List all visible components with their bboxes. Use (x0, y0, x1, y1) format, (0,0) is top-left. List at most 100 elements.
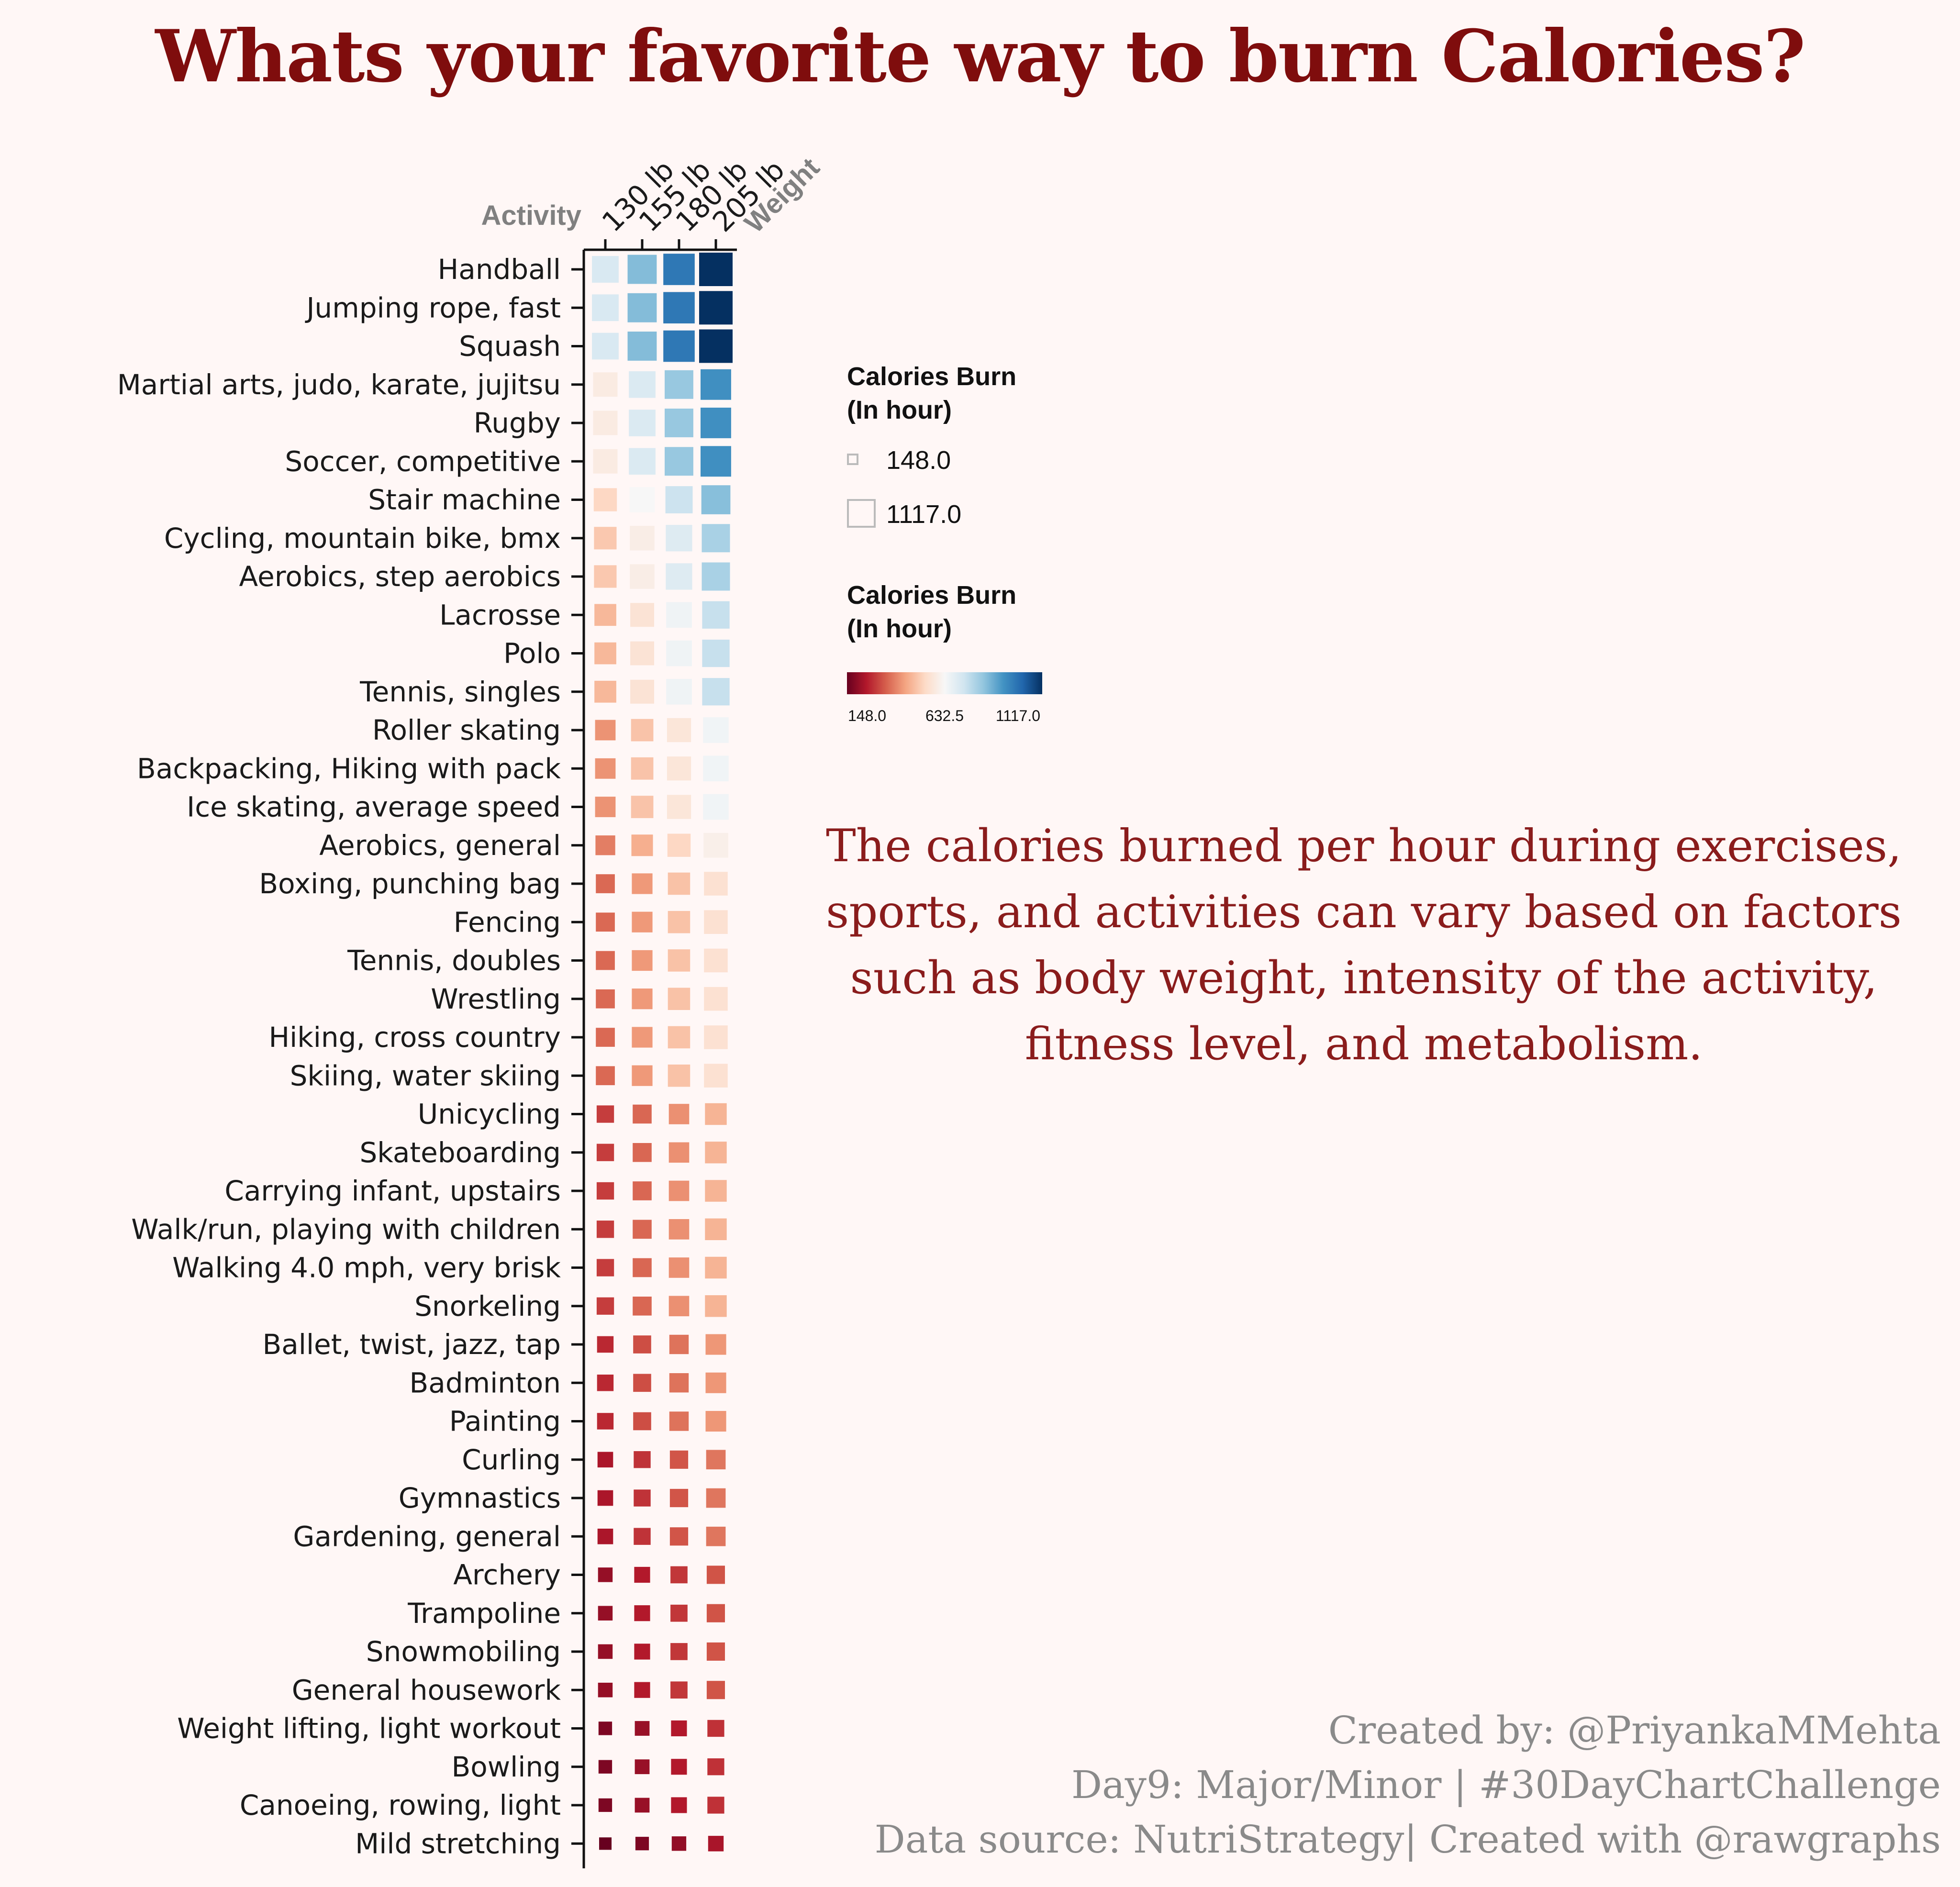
row-label: Wrestling (431, 983, 561, 1015)
row-label: Tennis, singles (359, 676, 561, 708)
row-label: Jumping rope, fast (305, 291, 561, 324)
row-label: Gardening, general (293, 1520, 561, 1553)
heatmap-cell (666, 563, 692, 590)
heatmap-cell (631, 834, 653, 856)
heatmap-cell (668, 1065, 690, 1087)
heatmap-cell (701, 446, 731, 477)
size-legend-min-square (847, 454, 858, 465)
heatmap-cell (706, 1565, 725, 1584)
heatmap-cell (633, 1181, 652, 1200)
row-label: Trampoline (407, 1597, 561, 1630)
heatmap-cell (627, 255, 657, 284)
chart-title: Whats your favorite way to burn Calories… (155, 14, 1806, 99)
heatmap-cell (663, 254, 695, 285)
heatmap-cell (593, 488, 617, 511)
heatmap-cell (707, 1797, 724, 1814)
heatmap-cell (630, 564, 655, 589)
heatmap-cell (666, 602, 692, 628)
heatmap-cell (634, 1489, 651, 1507)
heatmap-cell (699, 291, 733, 325)
row-label: Curling (462, 1443, 561, 1476)
heatmap-cell (594, 680, 616, 703)
color-legend-gradient-bar (847, 672, 1042, 694)
heatmap-cell (704, 872, 728, 896)
heatmap-cell (668, 1257, 690, 1278)
heatmap-cell (596, 989, 615, 1009)
heatmap-cell (629, 371, 656, 398)
heatmap-cell (634, 1566, 650, 1583)
row-label: Lacrosse (439, 599, 561, 631)
heatmap-cell (668, 911, 690, 933)
size-legend-min-label: 148.0 (886, 446, 951, 475)
row-label: Mild stretching (355, 1827, 561, 1860)
heatmap-cell (706, 1642, 725, 1661)
heatmap-cell (670, 1604, 688, 1622)
size-legend-max-label: 1117.0 (886, 500, 961, 529)
row-label: Tennis, doubles (347, 944, 561, 977)
heatmap-cell (630, 603, 654, 627)
heatmap-cell (596, 1066, 615, 1086)
heatmap-cell (598, 1683, 613, 1698)
heatmap-cell (699, 329, 733, 363)
heatmap-cell (635, 1721, 650, 1736)
heatmap-cell (708, 1836, 724, 1852)
heatmap-cell (705, 1103, 727, 1125)
heatmap-cell (596, 1105, 614, 1123)
row-label: Canoeing, rowing, light (240, 1789, 561, 1821)
heatmap-cell (597, 1529, 613, 1544)
heatmap-cell (596, 1297, 614, 1315)
heatmap-cell (632, 988, 653, 1010)
heatmap-cell (704, 948, 728, 973)
heatmap-cell (595, 797, 616, 817)
heatmap-cell (635, 1759, 650, 1775)
heatmap-cell (671, 1836, 687, 1851)
row-label: Walk/run, playing with children (131, 1213, 561, 1245)
row-label: Stair machine (368, 484, 561, 516)
row-label: Boxing, punching bag (259, 867, 561, 900)
heatmap-cell (598, 1760, 612, 1774)
size-legend-title-line1: Calories Burn (847, 362, 1016, 391)
heatmap-cell (597, 1375, 614, 1391)
heatmap-cell (702, 562, 730, 591)
heatmap-cell (703, 794, 729, 820)
row-label: Martial arts, judo, karate, jujitsu (117, 368, 561, 401)
heatmap-cell (669, 1411, 689, 1431)
heatmap-cell (705, 1142, 727, 1164)
heatmap-cell (706, 1526, 726, 1546)
heatmap-cell (663, 330, 695, 362)
heatmap-cell (633, 1258, 652, 1277)
heatmap-cell (705, 1372, 726, 1393)
heatmap-cell (702, 678, 730, 706)
heatmap-cell (670, 1643, 688, 1660)
heatmap-cell (701, 485, 731, 514)
row-label: Ice skating, average speed (187, 791, 561, 823)
heatmap-cell (594, 642, 616, 665)
heatmap-cell (632, 1027, 653, 1048)
heatmap-cell (631, 796, 654, 818)
heatmap-cell (594, 565, 617, 588)
heatmap-cell (633, 1374, 651, 1392)
heatmap-cell (634, 1605, 650, 1621)
heatmap-cell (667, 718, 691, 743)
heatmap-cell (706, 1488, 726, 1508)
heatmap-cell (595, 720, 616, 741)
heatmap-cell (668, 1180, 690, 1201)
heatmap-cell (705, 1295, 727, 1317)
heatmap-cell (593, 411, 618, 435)
size-legend-title-line2: (In hour) (847, 396, 952, 424)
heatmap-cell (667, 795, 691, 819)
heatmap-cell (702, 601, 730, 629)
heatmap-cell (701, 369, 731, 400)
row-label: Handball (438, 253, 561, 286)
heatmap-cell (669, 1334, 689, 1354)
row-label: Painting (449, 1405, 561, 1438)
heatmap-cell (704, 987, 728, 1011)
heatmap-cell (705, 1411, 726, 1432)
heatmap-cell (597, 1490, 613, 1506)
heatmap-cell (598, 1567, 613, 1582)
heatmap-cell (635, 1798, 650, 1813)
row-label: Soccer, competitive (285, 445, 561, 477)
heatmap-cell (596, 874, 615, 893)
heatmap-cell (634, 1682, 650, 1698)
